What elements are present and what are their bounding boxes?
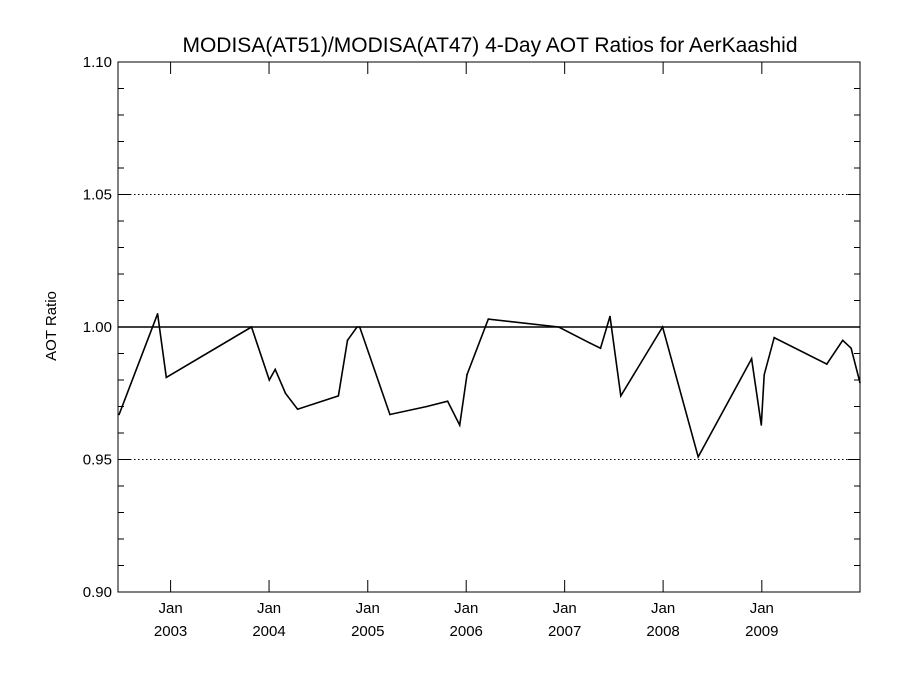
y-tick-label: 0.95 bbox=[83, 452, 112, 469]
data-point bbox=[250, 326, 253, 328]
chart-title: MODISA(AT51)/MODISA(AT47) 4-Day AOT Rati… bbox=[182, 34, 797, 57]
x-tick-month-label: Jan bbox=[159, 600, 183, 617]
data-point bbox=[284, 392, 287, 395]
data-point bbox=[609, 315, 611, 318]
data-point bbox=[156, 312, 159, 315]
y-tick-label: 0.90 bbox=[83, 584, 112, 601]
data-point bbox=[557, 326, 560, 328]
data-point bbox=[274, 368, 277, 371]
data-point bbox=[588, 342, 591, 344]
data-point bbox=[697, 456, 699, 458]
data-point bbox=[268, 379, 271, 381]
series-layer bbox=[118, 312, 861, 460]
data-point bbox=[296, 408, 299, 410]
x-tick-year-label: 2008 bbox=[646, 623, 679, 640]
data-point bbox=[118, 413, 120, 416]
data-point bbox=[826, 363, 828, 365]
axis-ticks bbox=[118, 61, 860, 593]
data-point bbox=[599, 347, 602, 350]
y-tick-label: 1.10 bbox=[83, 54, 112, 71]
x-tick-month-label: Jan bbox=[651, 600, 675, 617]
data-point bbox=[356, 326, 358, 328]
x-tick-month-label: Jan bbox=[553, 600, 577, 617]
series-line bbox=[118, 313, 861, 460]
x-tick-year-label: 2005 bbox=[351, 623, 384, 640]
tick-labels: 0.90 0.95 1.00 1.05 1.10 Jan 2003 Jan 2004 Jan 200… bbox=[83, 54, 779, 640]
plot-frame bbox=[117, 61, 861, 593]
data-point bbox=[346, 339, 349, 342]
data-point bbox=[850, 347, 852, 350]
y-tick-label: 1.05 bbox=[83, 187, 112, 204]
data-point bbox=[446, 400, 449, 403]
data-point bbox=[165, 376, 168, 379]
data-point bbox=[466, 373, 468, 376]
x-tick-year-label: 2004 bbox=[252, 623, 285, 640]
data-point bbox=[841, 339, 844, 342]
data-point bbox=[619, 395, 622, 397]
data-point bbox=[763, 373, 766, 376]
x-tick-year-label: 2006 bbox=[450, 623, 483, 640]
x-tick-month-label: Jan bbox=[454, 600, 478, 617]
data-point bbox=[337, 395, 340, 397]
y-axis-label: AOT Ratio bbox=[43, 291, 60, 361]
x-tick-year-label: 2003 bbox=[154, 623, 187, 640]
data-point bbox=[750, 358, 753, 360]
data-point bbox=[487, 318, 490, 320]
data-point bbox=[389, 413, 391, 416]
data-point bbox=[661, 326, 664, 328]
data-point bbox=[358, 326, 361, 328]
data-point bbox=[773, 336, 776, 339]
grid-lines bbox=[118, 61, 860, 460]
data-point bbox=[458, 424, 461, 426]
x-tick-year-label: 2009 bbox=[745, 623, 778, 640]
x-tick-year-label: 2007 bbox=[548, 623, 581, 640]
x-tick-month-label: Jan bbox=[356, 600, 380, 617]
y-tick-label: 1.00 bbox=[83, 319, 112, 336]
x-tick-month-label: Jan bbox=[257, 600, 281, 617]
data-point bbox=[426, 405, 428, 408]
x-tick-month-label: Jan bbox=[750, 600, 774, 617]
data-point bbox=[760, 424, 763, 426]
